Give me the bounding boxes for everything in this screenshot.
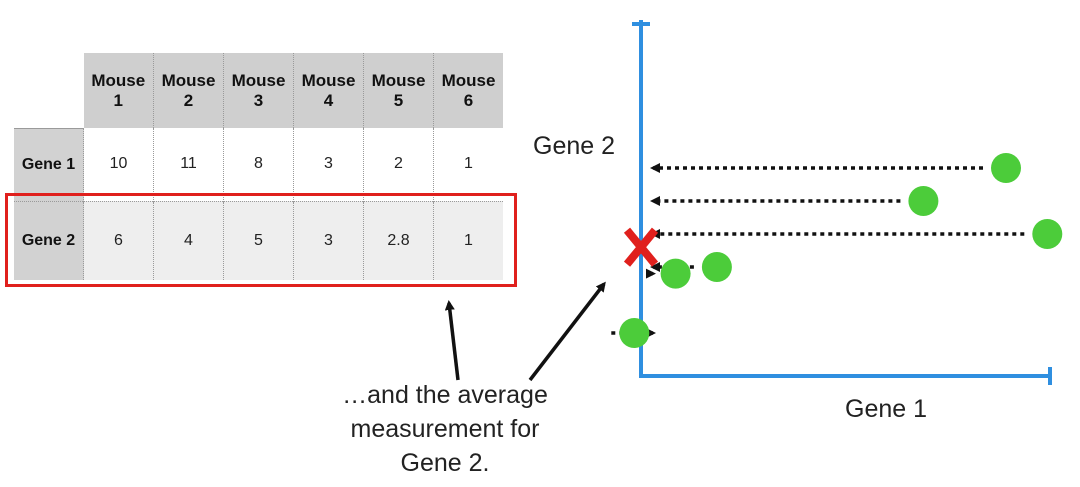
table-corner xyxy=(14,53,84,128)
caption-text: …and the average measurement for Gene 2. xyxy=(342,381,548,477)
pointer-arrow-to-mean xyxy=(528,281,606,382)
row-header-gene-2: Gene 2 xyxy=(14,200,84,280)
table-cell: 1 xyxy=(433,128,503,201)
data-table: Mouse 1 Mouse 2 Mouse 3 Mouse 4 Mouse 5 … xyxy=(14,53,503,280)
table-cell: 11 xyxy=(153,128,224,201)
table-cell: 3 xyxy=(293,128,364,201)
column-header-mouse-5: Mouse 5 xyxy=(363,53,434,128)
column-header-mouse-6: Mouse 6 xyxy=(433,53,503,128)
column-header-label: Mouse 3 xyxy=(231,70,286,110)
data-point xyxy=(1032,219,1063,249)
table-cell: 10 xyxy=(83,128,154,201)
column-header-mouse-2: Mouse 2 xyxy=(153,53,224,128)
mean-x-marker xyxy=(623,227,659,267)
data-point xyxy=(908,186,939,216)
column-header-label: Mouse 4 xyxy=(301,70,356,110)
table-cell: 2.8 xyxy=(363,200,434,280)
mean-marker-stroke xyxy=(623,227,659,267)
column-header-mouse-4: Mouse 4 xyxy=(293,53,364,128)
x-axis-label: Gene 1 xyxy=(845,395,928,423)
scatter-marks xyxy=(611,153,1063,348)
data-point xyxy=(991,153,1021,183)
table-cell: 4 xyxy=(153,200,224,280)
column-header-mouse-3: Mouse 3 xyxy=(223,53,294,128)
column-header-label: Mouse 6 xyxy=(441,70,496,110)
data-point xyxy=(660,258,691,289)
y-axis-label: Gene 2 xyxy=(533,132,616,160)
table-cell: 1 xyxy=(433,200,503,280)
table-row-gene-1: Gene 1 10 11 8 3 2 1 xyxy=(14,127,503,201)
table-row-gene-2: Gene 2 6 4 5 3 2.8 1 xyxy=(14,200,503,280)
column-header-mouse-1: Mouse 1 xyxy=(83,53,154,128)
table-cell: 2 xyxy=(363,128,434,201)
table-cell: 6 xyxy=(83,200,154,280)
column-header-label: Mouse 2 xyxy=(161,70,216,110)
row-header-gene-1: Gene 1 xyxy=(14,127,84,201)
data-point xyxy=(701,252,732,282)
data-point xyxy=(619,318,650,348)
table-cell: 5 xyxy=(223,200,294,280)
column-header-label: Mouse 5 xyxy=(371,70,426,110)
column-header-label: Mouse 1 xyxy=(91,70,146,110)
table-header-row: Mouse 1 Mouse 2 Mouse 3 Mouse 4 Mouse 5 … xyxy=(14,53,503,128)
table-cell: 8 xyxy=(223,128,294,201)
table-cell: 3 xyxy=(293,200,364,280)
pointer-arrow-to-table xyxy=(444,300,460,381)
